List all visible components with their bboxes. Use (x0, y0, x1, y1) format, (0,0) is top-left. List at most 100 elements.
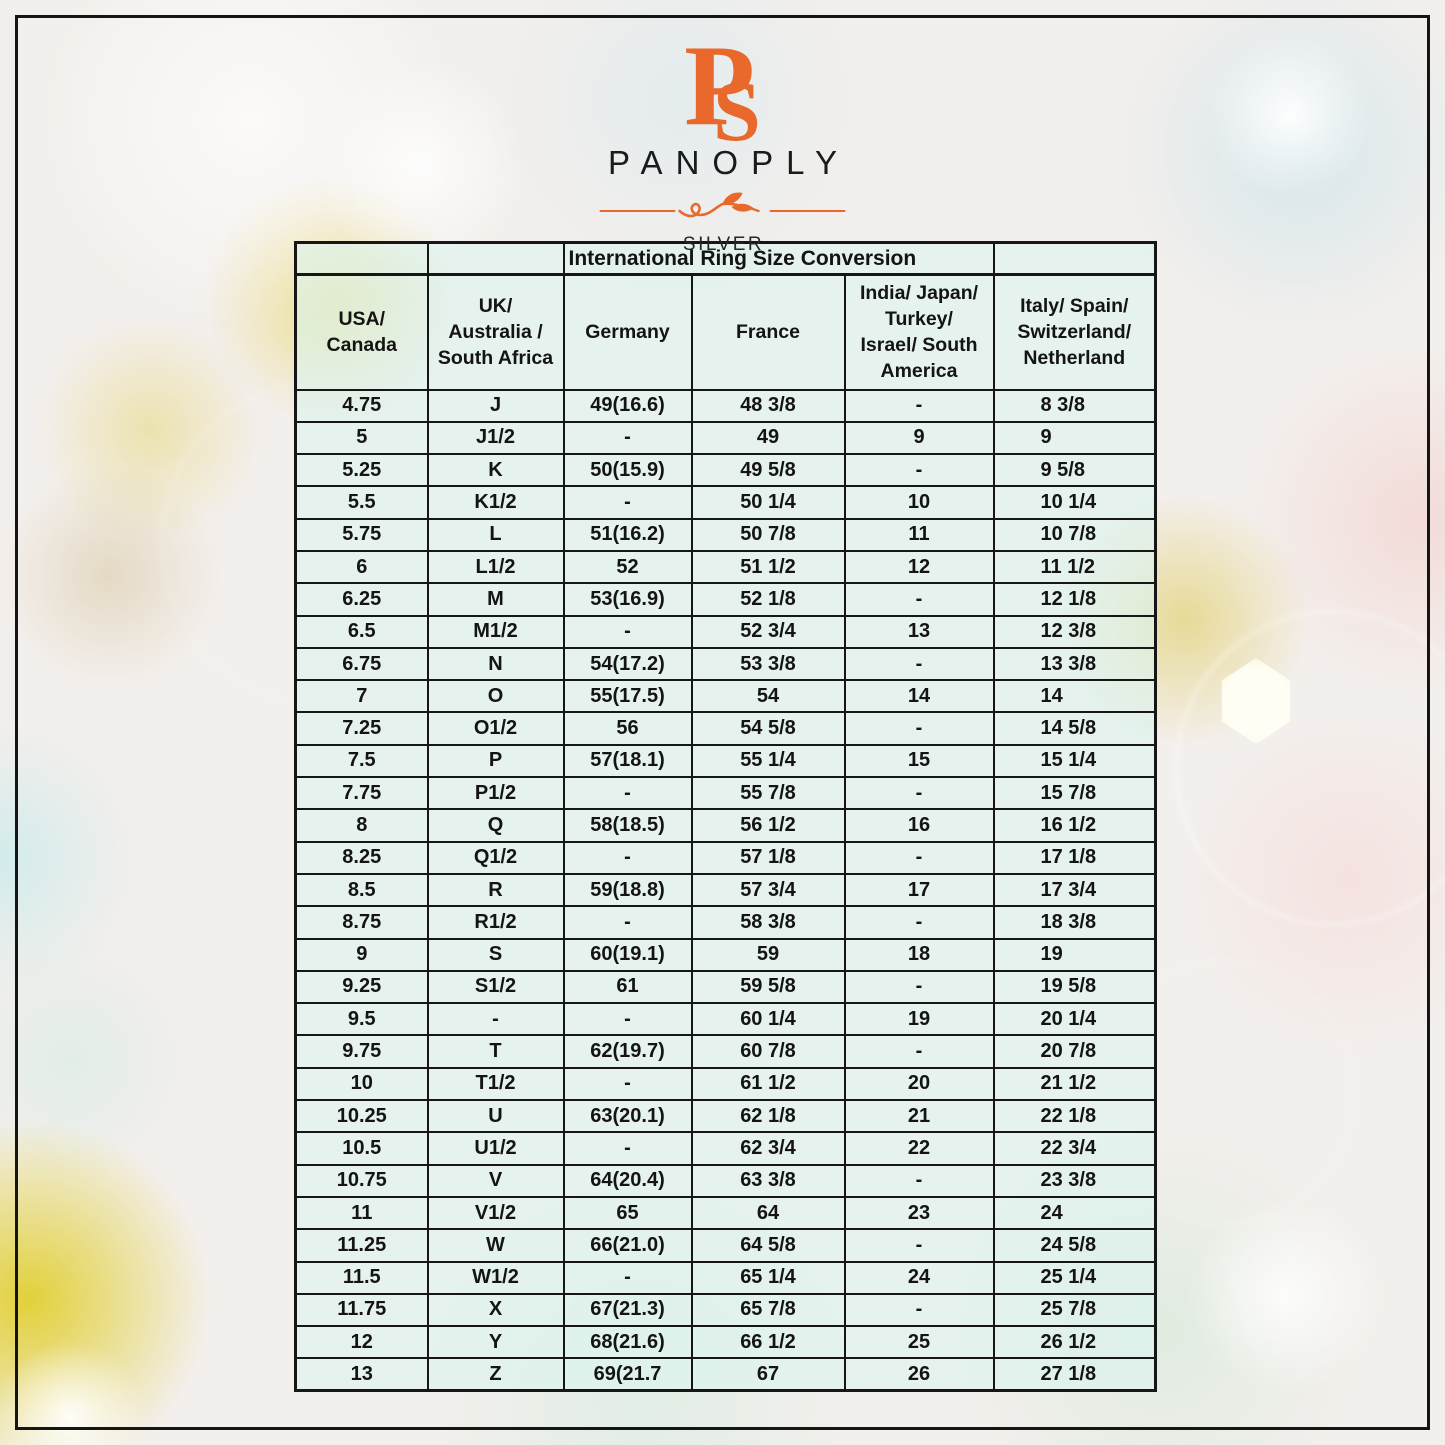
size-cell: 12 (294, 1325, 429, 1360)
size-cell: 8 3/8 (992, 388, 1157, 423)
size-cell: 64(20.4) (562, 1163, 693, 1198)
size-cell: L (426, 517, 565, 552)
size-cell: R (426, 872, 565, 908)
column-header-1: UK/ Australia / South Africa (426, 273, 565, 391)
size-cell: 24 (843, 1260, 995, 1295)
size-cell: 12 1/8 (992, 582, 1157, 617)
size-cell: 19 5/8 (992, 969, 1157, 1005)
table-row: 6.5 M1/2-52 3/4 13 12 3/8 (294, 614, 1157, 649)
size-cell: 58 3/8 (690, 905, 846, 940)
size-cell: 50 1/4 (690, 485, 846, 520)
size-cell: 52 (562, 549, 693, 585)
size-cell: 8.5 (294, 872, 429, 908)
size-cell: 56 1/2 (690, 808, 846, 843)
table-row: 8 Q 58(18.5) 56 1/2 16 16 1/2 (294, 808, 1157, 843)
size-cell: 18 3/8 (992, 905, 1157, 940)
size-cell: 62 1/8 (690, 1099, 846, 1134)
size-cell: 27 1/8 (992, 1357, 1157, 1392)
table-row: 4.75 J 49(16.6) 48 3/8-8 3/8 (294, 388, 1157, 423)
size-cell: - (843, 388, 995, 423)
size-cell: 68(21.6) (562, 1325, 693, 1360)
size-cell: 49(16.6) (562, 388, 693, 423)
column-header-0: USA/ Canada (294, 273, 429, 391)
size-cell: 10.75 (294, 1163, 429, 1198)
bokeh-ring (1175, 610, 1445, 926)
size-cell: 9.25 (294, 969, 429, 1005)
table-row: 5.75 L 51(16.2) 50 7/8 11 10 7/8 (294, 517, 1157, 552)
size-cell: - (562, 420, 693, 456)
size-cell: 54(17.2) (562, 646, 693, 682)
size-cell: 11 (294, 1195, 429, 1231)
size-cell: M (426, 582, 565, 617)
size-cell: 14 5/8 (992, 711, 1157, 746)
size-cell: 10.25 (294, 1099, 429, 1134)
size-cell: 21 1/2 (992, 1066, 1157, 1102)
size-cell: 64 5/8 (690, 1228, 846, 1263)
size-cell: 5.5 (294, 485, 429, 520)
size-cell: 55 7/8 (690, 776, 846, 811)
size-cell: O (426, 679, 565, 714)
size-cell: 24 5/8 (992, 1228, 1157, 1263)
size-cell: 50 7/8 (690, 517, 846, 552)
size-cell: 9 (992, 420, 1157, 456)
size-cell: M1/2 (426, 614, 565, 649)
monogram-letter-p: P (684, 22, 755, 150)
size-cell: J1/2 (426, 420, 565, 456)
size-cell: Q1/2 (426, 840, 565, 875)
size-cell: K1/2 (426, 485, 565, 520)
column-header-3: France (690, 273, 846, 391)
size-cell: 11.75 (294, 1292, 429, 1328)
divider-line-right (769, 209, 846, 213)
size-cell: P (426, 743, 565, 779)
size-cell: 25 1/4 (992, 1260, 1157, 1295)
size-cell: 62(19.7) (562, 1034, 693, 1069)
size-cell: 10.5 (294, 1131, 429, 1166)
table-title-spacer-cell (426, 241, 565, 276)
size-cell: 65 7/8 (690, 1292, 846, 1328)
size-cell: W1/2 (426, 1260, 565, 1295)
size-cell: 69(21.7 (562, 1357, 693, 1392)
table-row: 10.25 U 63(20.1) 62 1/8 21 22 1/8 (294, 1099, 1157, 1134)
size-cell: 4.75 (294, 388, 429, 423)
table-row: 9.5- -60 1/4 19 20 1/4 (294, 1002, 1157, 1037)
size-cell: 22 1/8 (992, 1099, 1157, 1134)
size-cell: 9 (843, 420, 995, 456)
size-cell: P1/2 (426, 776, 565, 811)
table-row: 8.25 Q1/2-57 1/8-17 1/8 (294, 840, 1157, 875)
table-row: 11.25 W 66(21.0) 64 5/8-24 5/8 (294, 1228, 1157, 1263)
size-cell: 56 (562, 711, 693, 746)
size-cell: - (843, 1228, 995, 1263)
size-cell: 8 (294, 808, 429, 843)
size-cell: - (562, 1002, 693, 1037)
size-cell: 15 7/8 (992, 776, 1157, 811)
size-cell: R1/2 (426, 905, 565, 940)
size-cell: 9 (294, 937, 429, 972)
table-row: 6.25 M 53(16.9) 52 1/8-12 1/8 (294, 582, 1157, 617)
size-cell: 13 (294, 1357, 429, 1392)
size-cell: 49 (690, 420, 846, 456)
size-cell: - (562, 1066, 693, 1102)
size-cell: 20 (843, 1066, 995, 1102)
size-cell: T1/2 (426, 1066, 565, 1102)
size-cell: - (562, 776, 693, 811)
size-cell: 53 3/8 (690, 646, 846, 682)
size-cell: 24 (992, 1195, 1157, 1231)
size-cell: 11 (843, 517, 995, 552)
size-cell: V (426, 1163, 565, 1198)
table-row: 7 O 55(17.5) 54 14 14 (294, 679, 1157, 714)
size-cell: 53(16.9) (562, 582, 693, 617)
size-cell: 8.75 (294, 905, 429, 940)
table-row: 6.75 N 54(17.2) 53 3/8-13 3/8 (294, 646, 1157, 682)
ring-size-table: International Ring Size Conversion USA/ C… (294, 241, 1157, 1393)
size-cell: 59(18.8) (562, 872, 693, 908)
table-row: 10.5 U1/2-62 3/4 22 22 3/4 (294, 1131, 1157, 1166)
size-cell: - (843, 1292, 995, 1328)
size-cell: 12 (843, 549, 995, 585)
table-row: 13 Z 69(21.7 67 26 27 1/8 (294, 1357, 1157, 1392)
size-cell: 61 (562, 969, 693, 1005)
size-cell: - (562, 614, 693, 649)
size-cell: 67 (690, 1357, 846, 1392)
size-cell: X (426, 1292, 565, 1328)
table-row: 10.75 V 64(20.4) 63 3/8-23 3/8 (294, 1163, 1157, 1198)
table-title-spacer-cell (294, 241, 429, 276)
